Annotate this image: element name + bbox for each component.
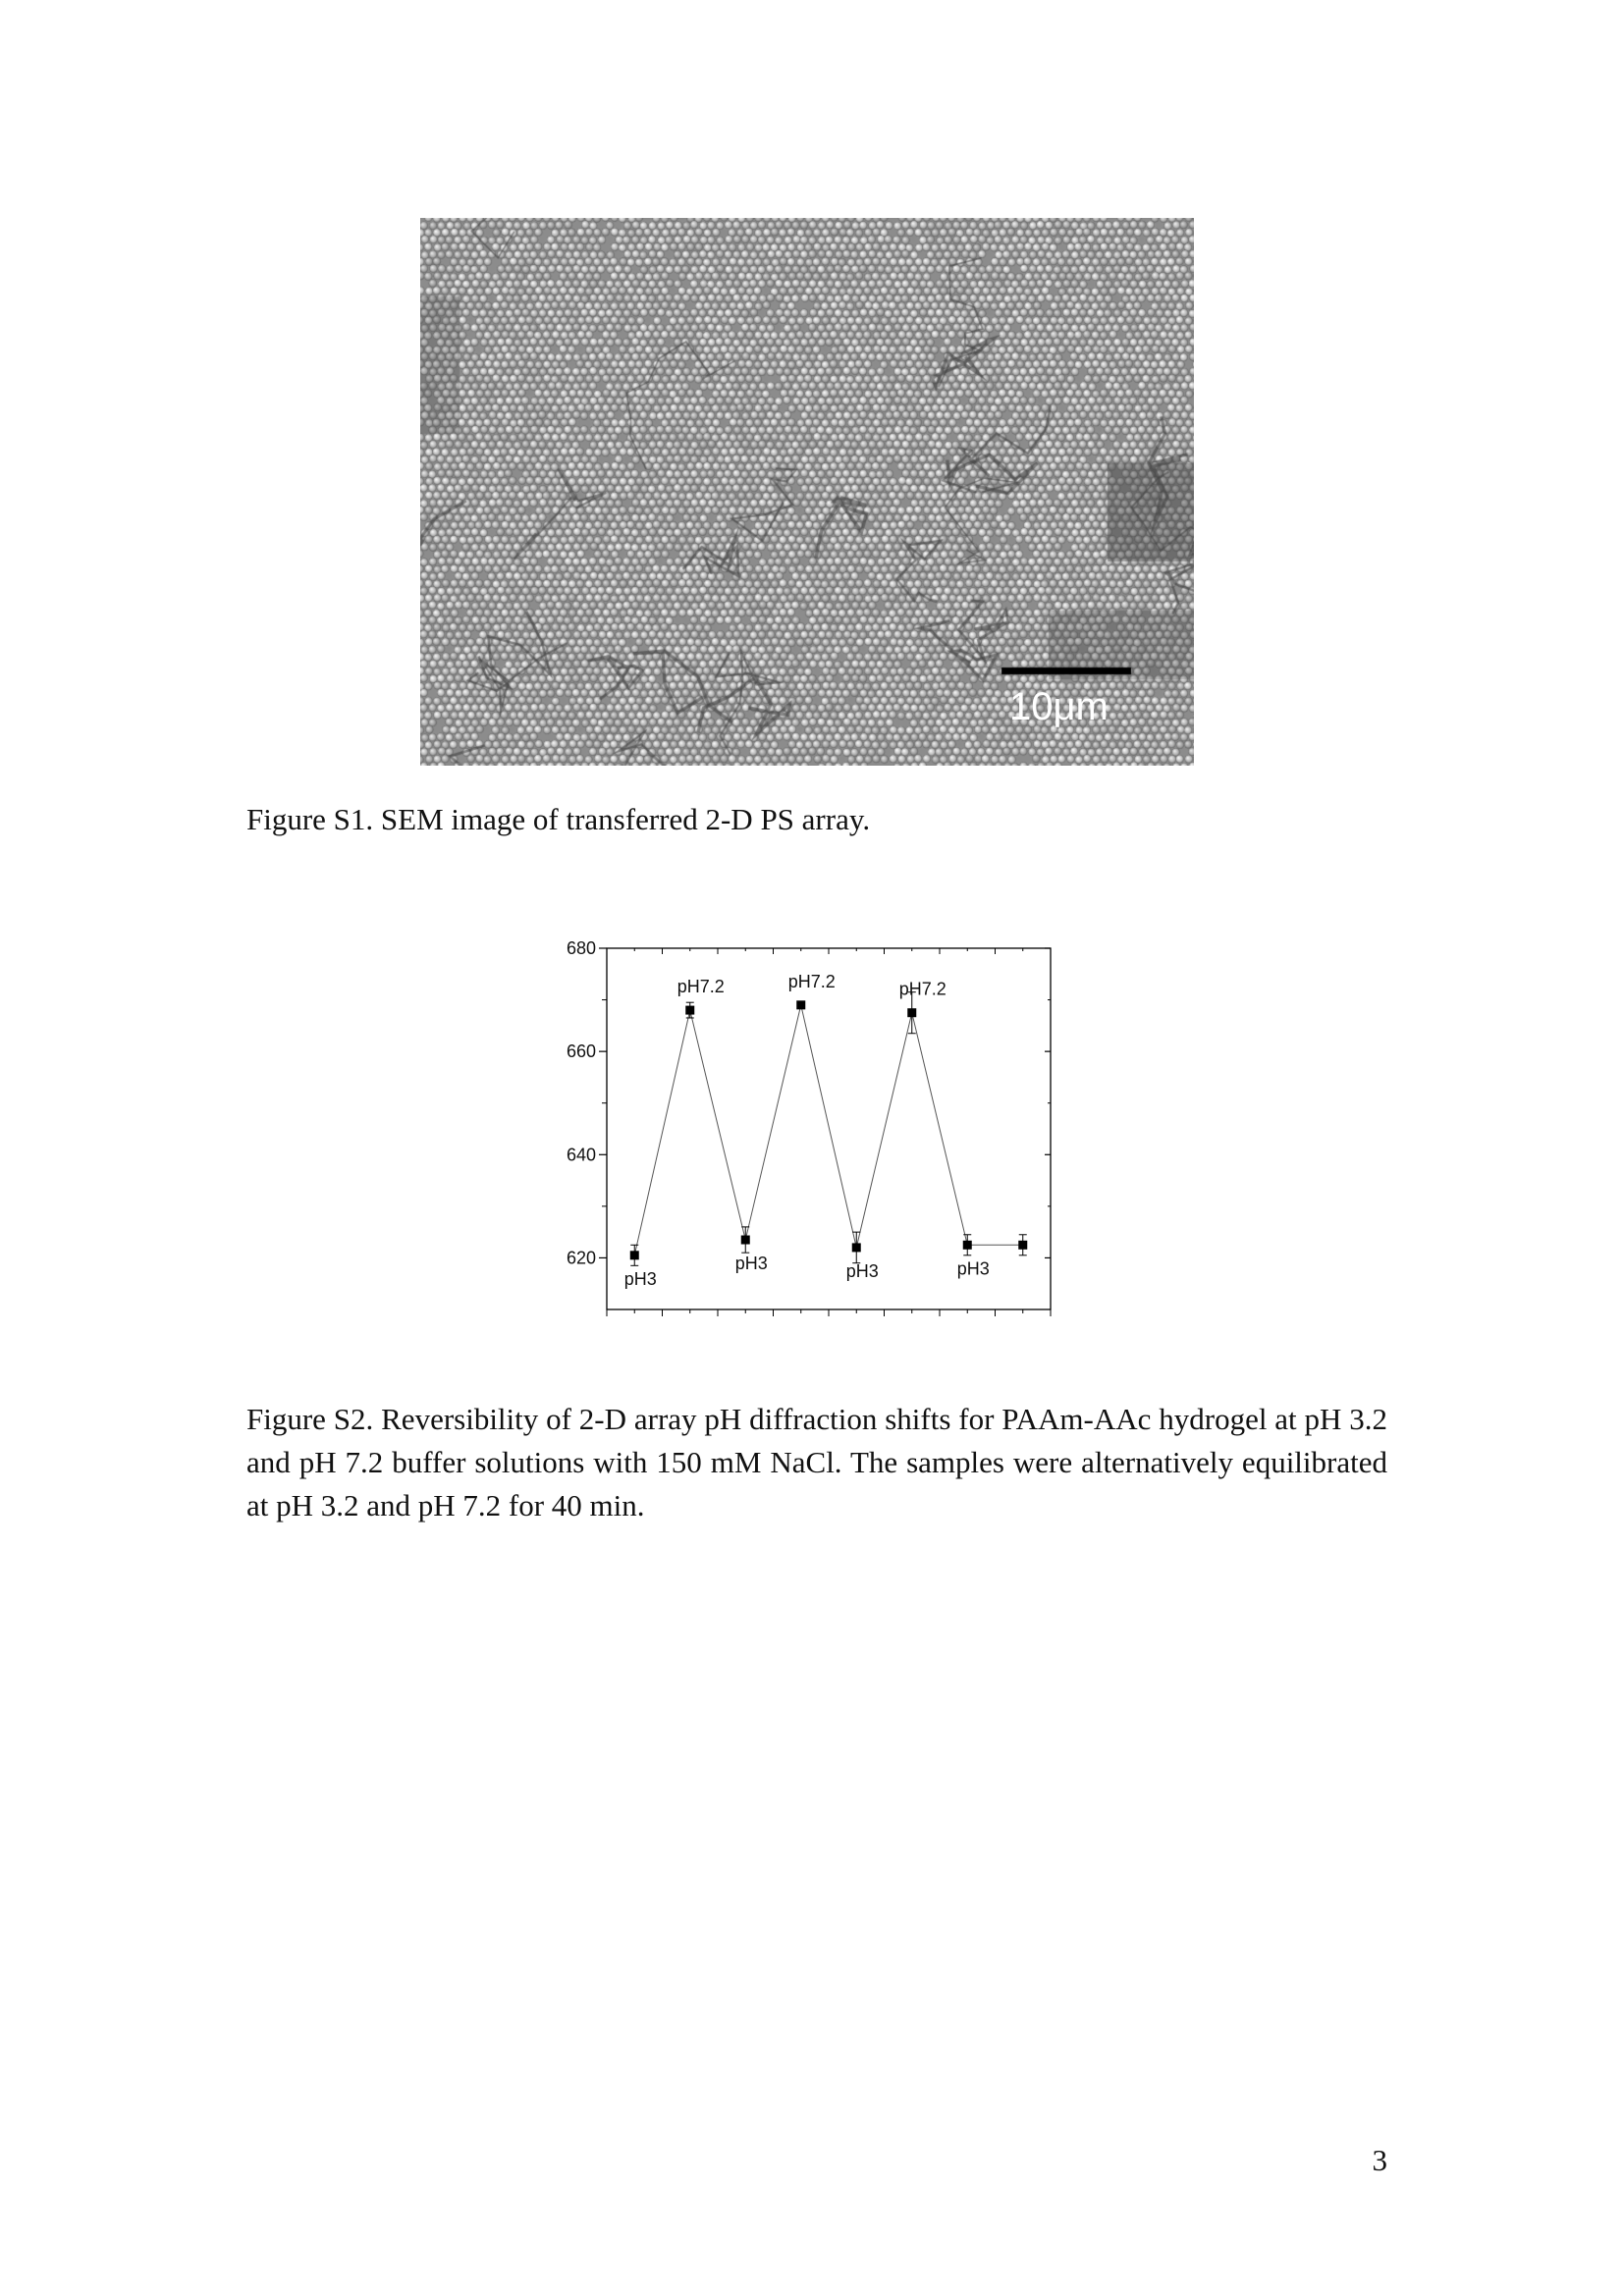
page-number: 3	[1372, 2143, 1388, 2177]
figure-s2-caption: Figure S2. Reversibility of 2-D array pH…	[246, 1402, 1387, 1522]
point-annotation-3: pH3	[735, 1254, 768, 1273]
point-annotation-5: pH3	[846, 1261, 879, 1281]
data-point-5	[851, 1243, 861, 1253]
y-tick-label-660: 660	[567, 1041, 596, 1061]
data-point-6	[907, 1008, 917, 1018]
point-annotation-1: pH3	[624, 1269, 657, 1289]
y-tick-label-620: 620	[567, 1248, 596, 1267]
ph-reversibility-chart: 620 640 660 680 pH3 pH7.2 pH3 pH7.2 pH3 pH7.2 pH3	[567, 938, 1052, 1316]
data-point-8	[1018, 1240, 1028, 1250]
y-tick-label-640: 640	[567, 1145, 596, 1164]
data-point-3	[740, 1235, 750, 1245]
series-line	[633, 1004, 1023, 1255]
plot-frame	[606, 947, 1052, 1310]
figure-s1-caption: Figure S1. SEM image of transferred 2-D …	[246, 802, 871, 836]
data-point-7	[962, 1240, 972, 1250]
point-annotation-2: pH7.2	[677, 977, 725, 996]
sem-image	[420, 218, 1194, 766]
point-annotation-4: pH7.2	[788, 972, 836, 991]
y-tick-label-680: 680	[567, 938, 596, 958]
data-point-4	[796, 1000, 806, 1010]
point-annotation-7: pH3	[957, 1258, 990, 1278]
data-point-2	[685, 1005, 695, 1015]
data-point-1	[629, 1251, 639, 1260]
scale-bar-label: 10μm	[1009, 685, 1109, 728]
point-annotation-6: pH7.2	[899, 980, 947, 999]
